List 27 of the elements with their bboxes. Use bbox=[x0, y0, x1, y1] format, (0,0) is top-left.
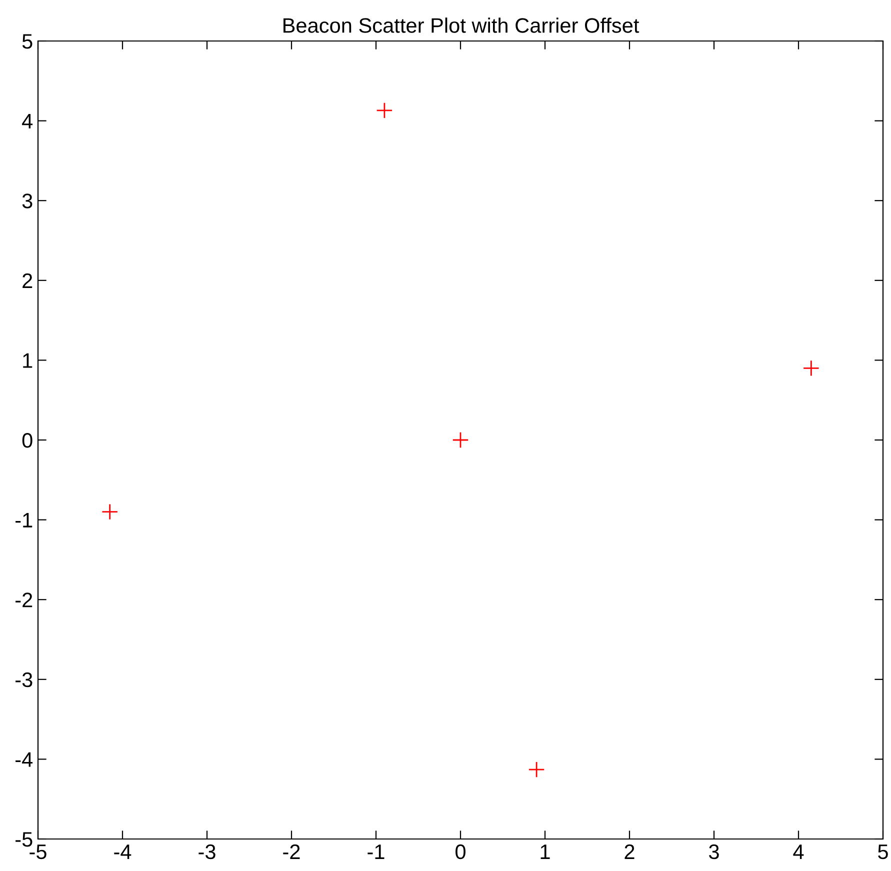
y-tick-label: 1 bbox=[23, 353, 32, 368]
point bbox=[802, 360, 820, 376]
x-tick-label: 1 bbox=[540, 844, 550, 859]
y-tick-label: -2 bbox=[16, 592, 32, 608]
point bbox=[376, 102, 393, 119]
chart-title: Beacon Scatter Plot with Carrier Offset bbox=[284, 18, 640, 33]
x-tick-label: 5 bbox=[878, 844, 888, 860]
x-tick-label: -1 bbox=[368, 844, 384, 859]
x-tick-label: 3 bbox=[709, 844, 719, 860]
y-tick-label: -1 bbox=[16, 513, 32, 528]
x-tick-label: 4 bbox=[793, 844, 804, 859]
x-tick-label: 2 bbox=[624, 844, 634, 859]
y-tick-label: 2 bbox=[22, 273, 32, 288]
x-tick-label: -2 bbox=[283, 844, 300, 859]
y-tick-label: -4 bbox=[16, 752, 33, 767]
point bbox=[102, 504, 118, 520]
y-tick-label: 5 bbox=[22, 34, 32, 49]
point bbox=[452, 432, 469, 448]
point bbox=[528, 761, 545, 778]
x-tick-label: -4 bbox=[114, 844, 132, 859]
y-tick-label: 3 bbox=[22, 194, 32, 208]
y-tick-label: -5 bbox=[16, 832, 32, 847]
y-tick-label: 0 bbox=[22, 433, 32, 448]
y-tick-label: 4 bbox=[22, 114, 33, 128]
x-tick-label: 0 bbox=[456, 844, 466, 860]
x-tick-label: -3 bbox=[198, 844, 216, 860]
y-tick-label: -3 bbox=[16, 672, 32, 688]
